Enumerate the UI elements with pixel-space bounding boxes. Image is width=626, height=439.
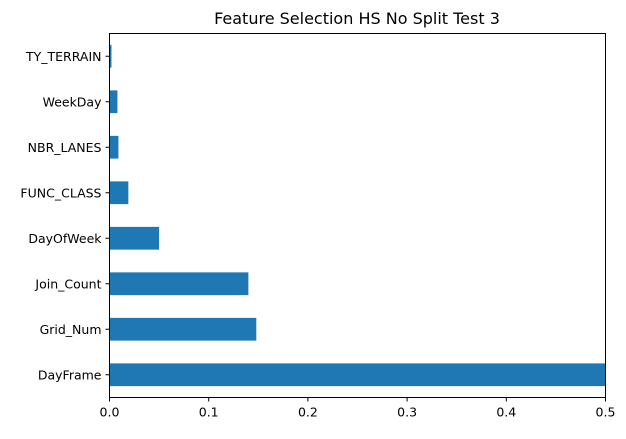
y-tick-label: NBR_LANES: [28, 140, 102, 155]
bar-join-count: [109, 272, 249, 296]
y-tick-label: TY_TERRAIN: [25, 49, 102, 64]
bar-nbr-lanes: [109, 135, 119, 159]
bar-dayframe: [109, 363, 606, 387]
y-tick-label: FUNC_CLASS: [20, 185, 101, 200]
bar-func-class: [109, 181, 129, 205]
y-tick-label: Join_Count: [34, 276, 101, 291]
bar-grid-num: [109, 317, 257, 341]
chart-title: Feature Selection HS No Split Test 3: [214, 9, 500, 28]
x-tick-label: 0.3: [397, 405, 417, 420]
x-tick-label: 0.5: [596, 405, 616, 420]
bar-ty-terrain: [109, 44, 112, 68]
bar-dayofweek: [109, 226, 160, 250]
y-tick-label: Grid_Num: [40, 322, 102, 337]
y-tick-label: DayFrame: [38, 367, 102, 382]
x-tick-label: 0.1: [199, 405, 219, 420]
bar-weekday: [109, 90, 118, 114]
x-tick-label: 0.2: [298, 405, 318, 420]
y-axis-ticks: DayFrame Grid_Num Join_Count DayOfWeek FUNC_…: [20, 49, 110, 382]
plot-frame: [109, 33, 606, 398]
x-axis-ticks: 0.0 0.1 0.2 0.3 0.4 0.5: [100, 397, 616, 420]
bars-layer: [109, 44, 606, 387]
y-tick-label: DayOfWeek: [28, 231, 102, 246]
x-tick-label: 0.0: [100, 405, 120, 420]
y-tick-label: WeekDay: [43, 94, 103, 109]
x-tick-label: 0.4: [496, 405, 516, 420]
